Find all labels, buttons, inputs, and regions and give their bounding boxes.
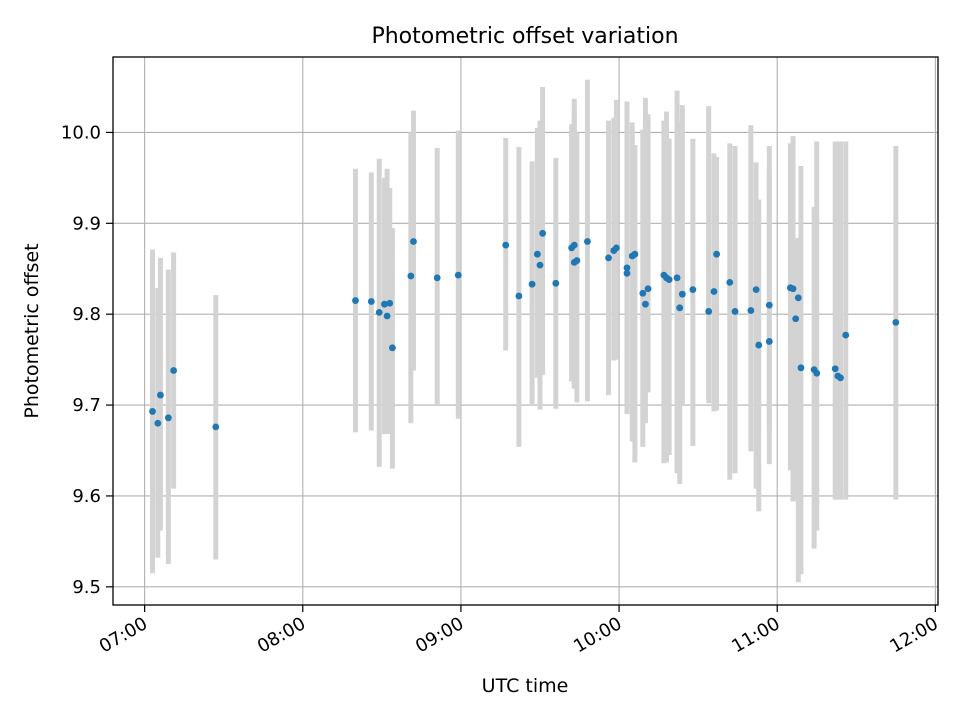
x-tick-label: 10:00 [570,613,625,657]
data-point [842,331,850,339]
data-point [747,307,755,314]
data-point [539,229,547,237]
data-point [454,271,462,279]
data-point [528,280,536,288]
data-point [678,290,686,298]
data-point [794,294,802,302]
data-point [573,257,581,264]
data-point [383,312,391,320]
y-tick-label: 9.7 [72,395,101,416]
data-point [533,250,541,258]
data-point [386,299,394,307]
data-point [623,269,631,277]
x-tick-label: 12:00 [886,613,941,657]
y-axis: 9.5 9.6 9.7 9.8 9.9 10.0 [61,122,113,598]
data-point [352,297,359,304]
data-point [673,274,681,282]
y-tick-label: 9.6 [72,486,101,507]
y-tick-label: 9.8 [72,304,101,325]
chart-title: Photometric offset variation [371,24,678,49]
data-point [584,238,591,245]
data-point [792,315,800,323]
data-point [752,286,760,294]
data-point [381,300,388,308]
y-tick-label: 10.0 [61,122,101,143]
data-point [552,279,560,287]
data-point [705,308,713,315]
data-point [367,298,375,305]
data-point [713,250,720,258]
data-point [410,238,417,245]
y-axis-label: Photometric offset [21,243,43,418]
data-point [726,278,734,286]
data-point [689,286,697,294]
data-point [631,250,639,258]
x-axis: 07:00 08:00 09:00 10:00 11:00 12:00 [96,605,942,657]
data-point [212,423,220,431]
data-point [831,365,839,373]
error-bars [150,79,899,583]
data-point [502,241,510,249]
data-point [605,254,612,262]
data-point [164,414,172,422]
data-point [613,244,620,252]
data-point [676,304,684,312]
x-tick-label: 08:00 [254,613,309,657]
data-point [170,367,178,374]
data-point [710,288,718,295]
x-tick-label: 11:00 [728,613,783,657]
x-tick-label: 09:00 [412,613,467,657]
data-point [536,261,544,269]
data-point [755,341,763,349]
data-point [789,285,797,293]
data-point [797,364,805,372]
data-point [765,301,773,309]
data-point [642,300,649,308]
x-tick-label: 07:00 [96,613,151,657]
data-point [157,391,164,399]
data-point [515,292,523,300]
data-point [375,308,383,316]
data-point [388,344,396,352]
data-point [837,374,844,382]
data-point [892,318,900,326]
data-point [433,274,441,282]
y-tick-label: 9.5 [72,577,101,598]
data-point [731,308,739,315]
data-point [765,338,773,345]
x-axis-label: UTC time [482,675,569,697]
data-points [149,229,900,431]
plot-frame [112,56,939,606]
data-point [639,289,647,297]
data-point [813,369,821,377]
data-point [149,408,156,415]
data-point [570,241,578,249]
data-point [665,276,673,284]
data-point [644,285,652,293]
data-point [623,264,631,272]
data-point [407,272,415,280]
data-point [154,419,162,427]
y-tick-label: 9.9 [72,213,101,234]
